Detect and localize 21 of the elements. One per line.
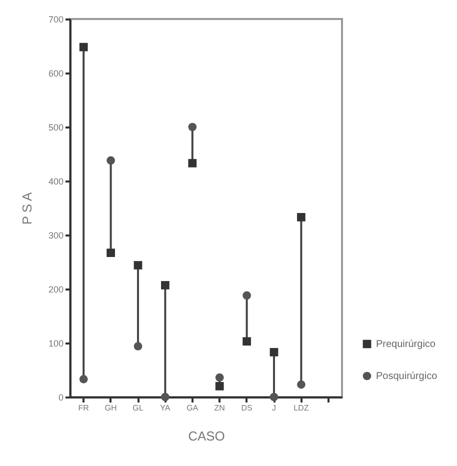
x-tick-label: DS xyxy=(241,404,252,412)
y-tick-label: 200 xyxy=(48,284,64,294)
x-tick-label: GA xyxy=(186,404,199,412)
y-tick-label: 100 xyxy=(48,338,64,348)
x-tick-label: J xyxy=(272,404,276,412)
y-tick-label: 300 xyxy=(48,230,64,240)
x-axis-title: CASO xyxy=(188,428,225,444)
y-tick-label: 0 xyxy=(58,392,64,402)
x-tick-label: GL xyxy=(132,404,144,412)
legend-label: Prequirúrgico xyxy=(376,339,436,350)
y-tick-label: 700 xyxy=(48,14,64,24)
x-tick-label: YA xyxy=(160,404,171,412)
y-tick-label: 600 xyxy=(48,68,64,78)
y-tick-label: 500 xyxy=(48,122,64,132)
x-tick-label: LDZ xyxy=(294,404,309,412)
y-axis-title: P S A xyxy=(19,192,34,225)
x-tick-label: FR xyxy=(78,404,90,412)
legend-label: Posquirúrgico xyxy=(376,371,438,382)
x-tick-label: ZN xyxy=(214,404,226,412)
x-tick-label: GH xyxy=(104,404,118,412)
y-tick-label: 400 xyxy=(48,176,64,186)
